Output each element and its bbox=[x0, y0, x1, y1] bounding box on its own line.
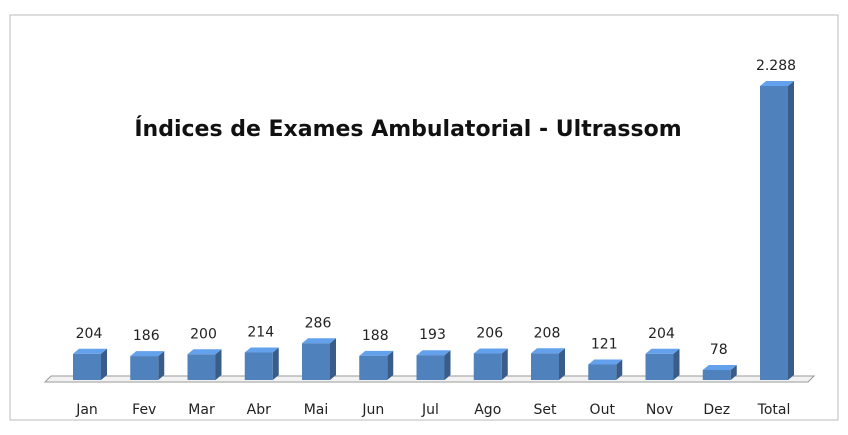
x-tick-label: Jan bbox=[75, 402, 98, 418]
x-tick-label: Set bbox=[534, 402, 558, 418]
bar-side bbox=[616, 359, 623, 380]
data-label: 214 bbox=[247, 325, 274, 341]
bar-side bbox=[330, 338, 336, 380]
bar-front bbox=[645, 353, 674, 380]
bar-side bbox=[501, 348, 508, 380]
bar bbox=[473, 348, 508, 380]
bar-top bbox=[359, 350, 394, 356]
bar bbox=[645, 348, 680, 380]
bar bbox=[359, 350, 394, 380]
x-tick-label: Nov bbox=[646, 402, 673, 418]
x-tick-label: Abr bbox=[247, 402, 271, 418]
bar-top bbox=[302, 338, 336, 344]
bar-front bbox=[244, 352, 273, 380]
bar-front bbox=[588, 364, 617, 380]
bar-top bbox=[588, 359, 623, 365]
data-label: 2.288 bbox=[756, 58, 796, 74]
bar-side bbox=[788, 81, 794, 380]
bar-front bbox=[702, 369, 731, 380]
bar-front bbox=[531, 353, 559, 380]
bar-side bbox=[559, 348, 565, 380]
bar bbox=[73, 348, 107, 380]
bar-side bbox=[215, 349, 222, 380]
data-label: 206 bbox=[476, 326, 503, 342]
bar-side bbox=[387, 350, 394, 380]
data-label: 193 bbox=[419, 327, 446, 343]
bar-side bbox=[158, 351, 165, 380]
bar-side bbox=[444, 350, 451, 380]
x-tick-label: Ago bbox=[474, 402, 501, 418]
bar bbox=[588, 359, 623, 380]
bar bbox=[130, 351, 165, 380]
bar-front bbox=[416, 355, 445, 380]
x-tick-label: Fev bbox=[132, 402, 156, 418]
data-label: 204 bbox=[648, 326, 675, 342]
bar-front bbox=[302, 343, 330, 380]
bar bbox=[416, 350, 451, 380]
bar-side bbox=[673, 348, 680, 380]
data-label: 186 bbox=[133, 328, 160, 344]
bar-front bbox=[473, 353, 502, 380]
data-label: 78 bbox=[710, 342, 728, 358]
bar-top bbox=[760, 81, 794, 86]
x-tick-label: Mar bbox=[188, 402, 215, 418]
bar bbox=[244, 347, 279, 380]
bar bbox=[760, 81, 794, 380]
bar-side bbox=[730, 364, 737, 380]
data-label: 286 bbox=[305, 315, 332, 331]
bar bbox=[302, 338, 336, 380]
data-label: 204 bbox=[76, 326, 103, 342]
data-label: 200 bbox=[190, 326, 217, 342]
data-label: 121 bbox=[591, 336, 618, 352]
bar-top bbox=[73, 348, 107, 354]
bar-top bbox=[473, 348, 508, 354]
bar-top bbox=[244, 347, 279, 353]
bar-top bbox=[130, 351, 165, 357]
bar-front bbox=[187, 354, 216, 380]
bar bbox=[702, 364, 737, 380]
data-label: 188 bbox=[362, 328, 389, 344]
x-tick-label: Total bbox=[757, 402, 791, 418]
bar-top bbox=[187, 349, 222, 355]
bar-side bbox=[272, 347, 279, 380]
bar bbox=[531, 348, 565, 380]
bar-top bbox=[531, 348, 565, 354]
x-tick-label: Mai bbox=[304, 402, 329, 418]
bar-front bbox=[73, 353, 101, 380]
bar-front bbox=[130, 356, 159, 380]
bar bbox=[187, 349, 222, 380]
x-tick-label: Dez bbox=[703, 402, 730, 418]
x-tick-label: Jun bbox=[361, 402, 384, 418]
bar-front bbox=[359, 355, 388, 380]
bar-front bbox=[760, 86, 788, 380]
x-tick-label: Jul bbox=[421, 402, 439, 418]
data-label: 208 bbox=[534, 325, 561, 341]
bar-side bbox=[101, 348, 107, 380]
x-tick-label: Out bbox=[590, 402, 616, 418]
bar-top bbox=[645, 348, 680, 354]
chart-title: Índices de Exames Ambulatorial - Ultrass… bbox=[134, 116, 681, 142]
bar-top bbox=[702, 364, 737, 370]
bar-top bbox=[416, 350, 451, 356]
